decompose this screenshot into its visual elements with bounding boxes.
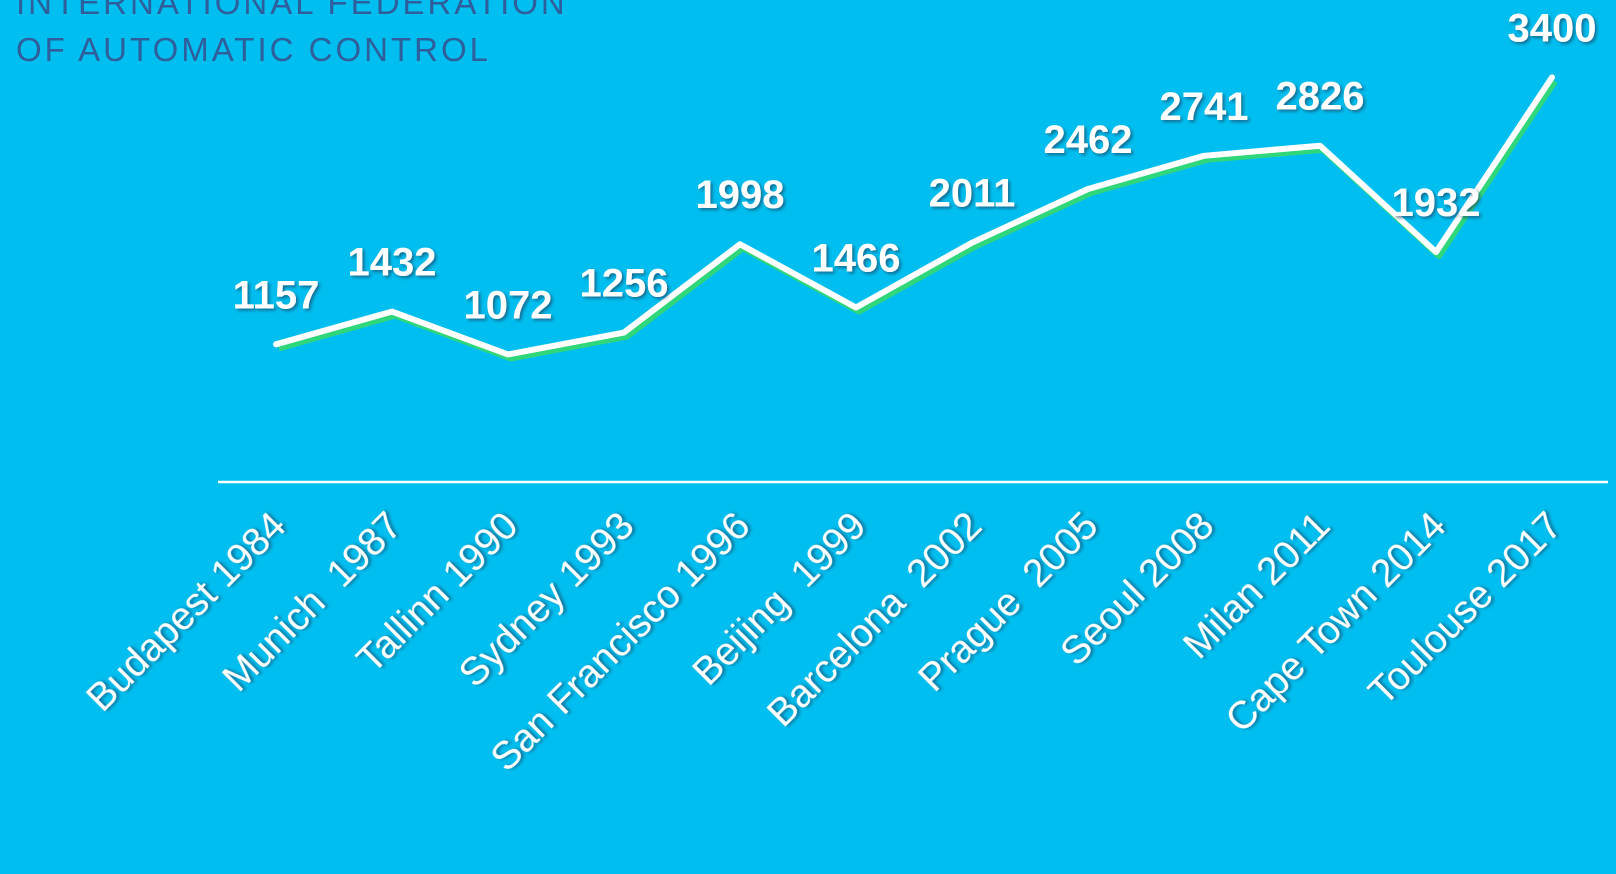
line: [273, 74, 1555, 358]
title-line: INTERNATIONAL FEDERATION: [16, 0, 568, 21]
value-label: 1256: [580, 262, 669, 306]
value-label: 1998: [696, 173, 785, 217]
value-label: 1466: [812, 237, 901, 281]
value-label: 2011: [929, 172, 1016, 216]
value-label: 2826: [1276, 75, 1365, 119]
value-label: 1932: [1392, 181, 1481, 225]
value-label: 3400: [1508, 6, 1597, 50]
title-line: OF AUTOMATIC CONTROL: [16, 31, 491, 68]
value-label: 2741: [1160, 85, 1249, 129]
value-label: 1157: [233, 273, 320, 317]
value-label: 1072: [464, 283, 553, 327]
x-tick-label: Barcelona 2002: [759, 504, 990, 735]
x-tick-label: Cape Town 2014: [1217, 504, 1454, 741]
x-tick-label: Budapest 1984: [78, 504, 294, 720]
value-label: 1432: [348, 241, 437, 285]
value-label: 2462: [1044, 118, 1133, 162]
